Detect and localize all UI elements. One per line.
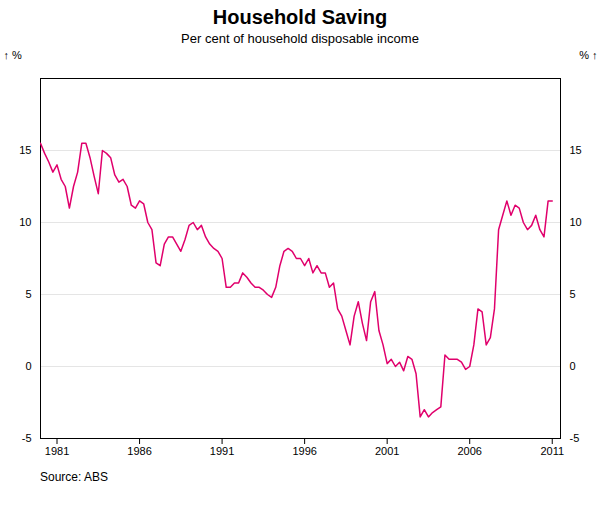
html-text:Household Saving: Household Saving [212,6,388,28]
svg-text:5: 5 [570,288,576,300]
svg-text:2011: 2011 [540,445,564,457]
svg-text:-5: -5 [22,432,32,444]
svg-text:0: 0 [570,360,576,372]
svg-text:15: 15 [570,144,582,156]
svg-text:% ↑: % ↑ [579,49,597,61]
svg-text:10: 10 [19,216,31,228]
svg-text:5: 5 [25,288,31,300]
svg-text:1981: 1981 [45,445,69,457]
svg-text:0: 0 [25,360,31,372]
svg-text:10: 10 [570,216,582,228]
html-text:Per cent of household disposab: Per cent of household disposable income [181,31,419,46]
svg-text:↑ %: ↑ % [4,49,23,61]
svg-text:1986: 1986 [127,445,151,457]
html-text:Source: ABS: Source: ABS [40,470,108,484]
svg-text:2001: 2001 [375,445,399,457]
svg-text:1996: 1996 [292,445,316,457]
svg-text:-5: -5 [570,432,580,444]
svg-text:1991: 1991 [210,445,234,457]
svg-text:15: 15 [19,144,31,156]
svg-text:2006: 2006 [457,445,481,457]
